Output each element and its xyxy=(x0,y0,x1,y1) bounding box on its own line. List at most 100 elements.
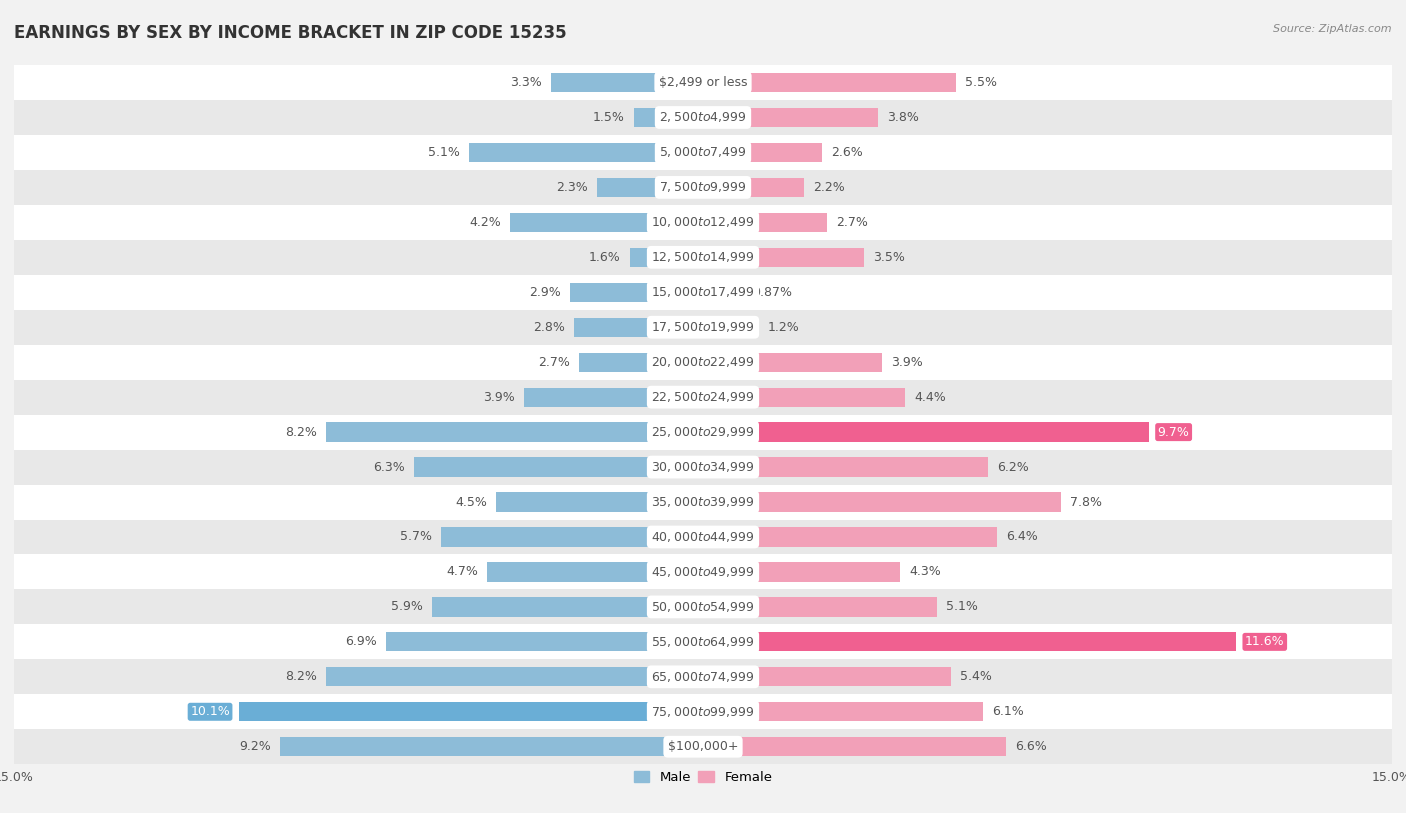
Bar xyxy=(326,667,703,686)
Bar xyxy=(14,450,1392,485)
Bar xyxy=(703,248,863,267)
Bar xyxy=(703,528,997,546)
Bar xyxy=(14,520,1392,554)
Bar xyxy=(524,388,703,406)
Bar xyxy=(14,65,1392,100)
Bar xyxy=(14,485,1392,520)
Legend: Male, Female: Male, Female xyxy=(628,766,778,789)
Text: 5.5%: 5.5% xyxy=(965,76,997,89)
Text: 1.2%: 1.2% xyxy=(768,321,799,333)
Bar xyxy=(703,388,905,406)
Bar xyxy=(432,598,703,616)
Text: 6.9%: 6.9% xyxy=(344,636,377,648)
Bar xyxy=(703,178,804,197)
Text: 2.7%: 2.7% xyxy=(538,356,569,368)
Text: 3.3%: 3.3% xyxy=(510,76,543,89)
Text: 6.1%: 6.1% xyxy=(993,706,1024,718)
Bar xyxy=(14,380,1392,415)
Bar xyxy=(14,345,1392,380)
Bar xyxy=(703,598,938,616)
Text: 2.2%: 2.2% xyxy=(813,181,845,193)
Bar xyxy=(14,205,1392,240)
Bar xyxy=(703,702,983,721)
Text: EARNINGS BY SEX BY INCOME BRACKET IN ZIP CODE 15235: EARNINGS BY SEX BY INCOME BRACKET IN ZIP… xyxy=(14,24,567,42)
Text: $50,000 to $54,999: $50,000 to $54,999 xyxy=(651,600,755,614)
Bar xyxy=(387,633,703,651)
Text: 3.9%: 3.9% xyxy=(482,391,515,403)
Bar xyxy=(14,170,1392,205)
Bar xyxy=(551,73,703,92)
Text: $25,000 to $29,999: $25,000 to $29,999 xyxy=(651,425,755,439)
Bar xyxy=(634,108,703,127)
Bar xyxy=(413,458,703,476)
Text: 5.7%: 5.7% xyxy=(401,531,432,543)
Text: 1.5%: 1.5% xyxy=(593,111,624,124)
Bar xyxy=(14,554,1392,589)
Text: 9.7%: 9.7% xyxy=(1157,426,1189,438)
Text: $2,500 to $4,999: $2,500 to $4,999 xyxy=(659,111,747,124)
Bar xyxy=(703,108,877,127)
Bar xyxy=(703,563,900,581)
Bar xyxy=(703,737,1007,756)
Bar xyxy=(14,275,1392,310)
Text: $40,000 to $44,999: $40,000 to $44,999 xyxy=(651,530,755,544)
Text: $30,000 to $34,999: $30,000 to $34,999 xyxy=(651,460,755,474)
Bar xyxy=(703,353,882,372)
Text: $10,000 to $12,499: $10,000 to $12,499 xyxy=(651,215,755,229)
Text: $12,500 to $14,999: $12,500 to $14,999 xyxy=(651,250,755,264)
Text: Source: ZipAtlas.com: Source: ZipAtlas.com xyxy=(1274,24,1392,34)
Text: 11.6%: 11.6% xyxy=(1244,636,1285,648)
Text: $45,000 to $49,999: $45,000 to $49,999 xyxy=(651,565,755,579)
Bar xyxy=(630,248,703,267)
Text: $75,000 to $99,999: $75,000 to $99,999 xyxy=(651,705,755,719)
Text: $65,000 to $74,999: $65,000 to $74,999 xyxy=(651,670,755,684)
Bar xyxy=(14,415,1392,450)
Bar xyxy=(14,100,1392,135)
Text: $20,000 to $22,499: $20,000 to $22,499 xyxy=(651,355,755,369)
Bar xyxy=(703,143,823,162)
Text: $100,000+: $100,000+ xyxy=(668,741,738,753)
Bar xyxy=(280,737,703,756)
Text: 6.6%: 6.6% xyxy=(1015,741,1047,753)
Bar xyxy=(703,633,1236,651)
Text: 2.9%: 2.9% xyxy=(529,286,561,298)
Text: 7.8%: 7.8% xyxy=(1070,496,1102,508)
Text: 2.6%: 2.6% xyxy=(831,146,863,159)
Text: 5.9%: 5.9% xyxy=(391,601,423,613)
Bar xyxy=(14,135,1392,170)
Bar xyxy=(14,624,1392,659)
Bar xyxy=(14,659,1392,694)
Bar xyxy=(14,729,1392,764)
Text: $2,499 or less: $2,499 or less xyxy=(659,76,747,89)
Bar xyxy=(510,213,703,232)
Bar xyxy=(598,178,703,197)
Text: 5.4%: 5.4% xyxy=(960,671,993,683)
Text: 6.3%: 6.3% xyxy=(373,461,405,473)
Text: 8.2%: 8.2% xyxy=(285,671,318,683)
Text: 9.2%: 9.2% xyxy=(239,741,271,753)
Bar xyxy=(326,423,703,441)
Text: 1.6%: 1.6% xyxy=(589,251,620,263)
Bar xyxy=(496,493,703,511)
Text: 10.1%: 10.1% xyxy=(190,706,231,718)
Text: 0.87%: 0.87% xyxy=(752,286,792,298)
Text: 6.4%: 6.4% xyxy=(1007,531,1038,543)
Bar xyxy=(468,143,703,162)
Bar xyxy=(703,73,956,92)
Text: 2.7%: 2.7% xyxy=(837,216,868,228)
Text: $15,000 to $17,499: $15,000 to $17,499 xyxy=(651,285,755,299)
Bar xyxy=(703,493,1062,511)
Text: $55,000 to $64,999: $55,000 to $64,999 xyxy=(651,635,755,649)
Text: 4.5%: 4.5% xyxy=(456,496,486,508)
Bar xyxy=(703,458,988,476)
Bar xyxy=(703,667,950,686)
Bar xyxy=(486,563,703,581)
Bar xyxy=(14,310,1392,345)
Text: 2.3%: 2.3% xyxy=(557,181,588,193)
Text: 3.8%: 3.8% xyxy=(887,111,918,124)
Text: 4.4%: 4.4% xyxy=(914,391,946,403)
Text: 5.1%: 5.1% xyxy=(946,601,979,613)
Bar xyxy=(579,353,703,372)
Bar xyxy=(14,694,1392,729)
Bar xyxy=(569,283,703,302)
